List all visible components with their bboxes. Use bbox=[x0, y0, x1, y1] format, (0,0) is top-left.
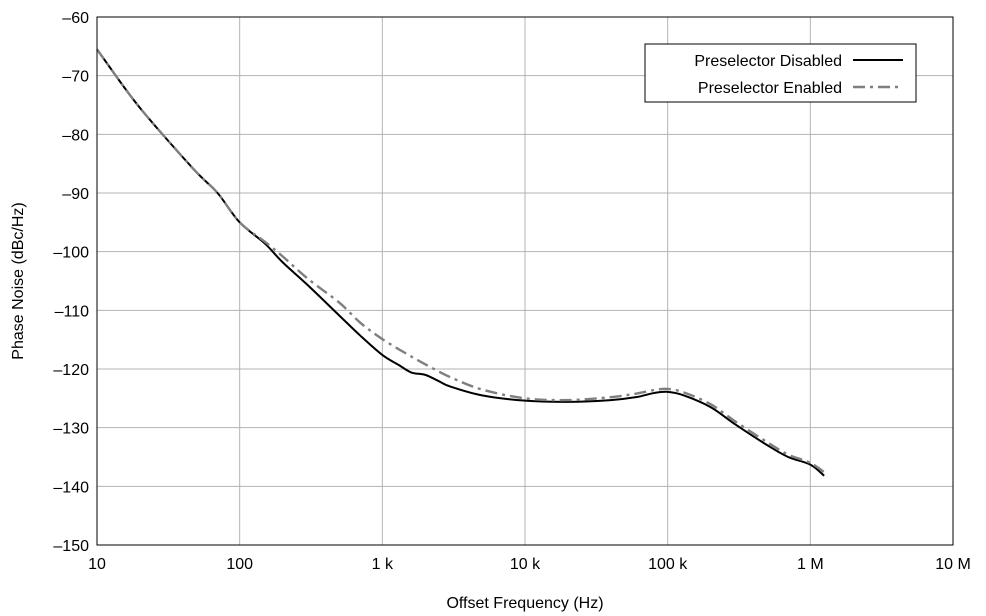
y-tick-label: –60 bbox=[62, 10, 89, 27]
series-layer bbox=[96, 48, 828, 477]
x-tick-labels: 10 100 1 k 10 k 100 k 1 M 10 M bbox=[88, 556, 971, 573]
y-tick-label: –80 bbox=[62, 127, 89, 144]
series-line-preselector-disabled bbox=[96, 48, 825, 477]
legend-box bbox=[644, 43, 917, 103]
y-tick-label: –70 bbox=[62, 69, 89, 86]
y-tick-label: –110 bbox=[55, 303, 90, 320]
x-tick-label: 100 k bbox=[648, 556, 688, 573]
x-tick-label: 10 bbox=[88, 556, 106, 573]
legend-label-preselector-enabled: Preselector Enabled bbox=[698, 80, 842, 97]
y-tick-label: –140 bbox=[53, 479, 89, 496]
x-tick-label: 1 k bbox=[372, 556, 394, 573]
x-tick-label: 10 k bbox=[510, 556, 541, 573]
y-axis-title: Phase Noise (dBc/Hz) bbox=[10, 202, 27, 359]
y-tick-label: –100 bbox=[53, 245, 89, 262]
y-tick-label: –120 bbox=[53, 362, 89, 379]
series-line-preselector-enabled bbox=[96, 48, 828, 476]
x-tick-label: 1 M bbox=[797, 556, 824, 573]
plot-frame bbox=[96, 16, 954, 546]
legend: Preselector Disabled Preselector Enabled bbox=[644, 43, 917, 103]
x-tick-label: 100 bbox=[226, 556, 253, 573]
y-tick-labels: –60 –70 –80 –90 –100 –110 –120 –130 –140 –150 bbox=[53, 10, 89, 555]
x-tick-label: 10 M bbox=[935, 556, 971, 573]
legend-label-preselector-disabled: Preselector Disabled bbox=[694, 53, 842, 70]
x-axis-title: Offset Frequency (Hz) bbox=[446, 595, 603, 612]
y-tick-label: –90 bbox=[62, 186, 89, 203]
y-tick-label: –150 bbox=[53, 538, 89, 555]
y-tick-label: –130 bbox=[53, 421, 89, 438]
